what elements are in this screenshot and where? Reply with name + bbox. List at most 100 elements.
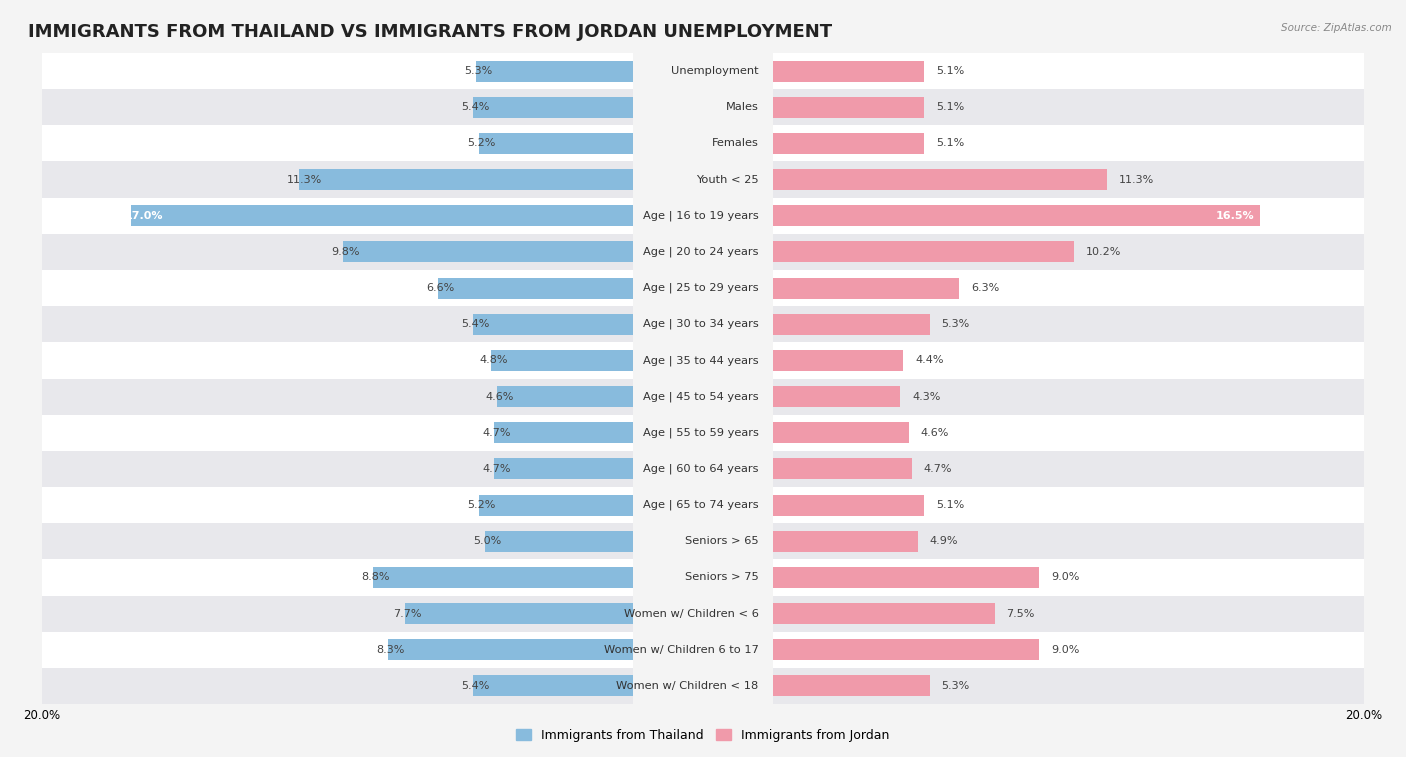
Bar: [773, 459, 912, 479]
Bar: [42, 161, 633, 198]
Bar: [773, 306, 1364, 342]
Bar: [773, 198, 1364, 234]
Bar: [479, 133, 633, 154]
Text: 5.3%: 5.3%: [942, 681, 970, 691]
Bar: [388, 639, 633, 660]
Text: Age | 60 to 64 years: Age | 60 to 64 years: [643, 464, 759, 474]
Bar: [773, 169, 1107, 190]
Bar: [42, 523, 633, 559]
Legend: Immigrants from Thailand, Immigrants from Jordan: Immigrants from Thailand, Immigrants fro…: [512, 724, 894, 747]
Text: 7.7%: 7.7%: [394, 609, 422, 618]
Text: 5.3%: 5.3%: [464, 66, 492, 76]
Text: 5.2%: 5.2%: [467, 139, 496, 148]
Text: 7.5%: 7.5%: [1007, 609, 1035, 618]
Bar: [773, 531, 918, 552]
Bar: [773, 631, 1364, 668]
Bar: [773, 675, 929, 696]
Text: Age | 16 to 19 years: Age | 16 to 19 years: [643, 210, 759, 221]
Bar: [494, 422, 633, 444]
Bar: [773, 596, 1364, 631]
Bar: [479, 494, 633, 516]
Bar: [496, 386, 633, 407]
Bar: [773, 415, 1364, 451]
Bar: [42, 378, 633, 415]
Text: Age | 20 to 24 years: Age | 20 to 24 years: [643, 247, 759, 257]
Bar: [773, 386, 900, 407]
Text: 4.7%: 4.7%: [482, 464, 510, 474]
Text: 5.1%: 5.1%: [936, 66, 965, 76]
Bar: [773, 487, 1364, 523]
Text: 6.3%: 6.3%: [972, 283, 1000, 293]
Text: 5.4%: 5.4%: [461, 681, 489, 691]
Bar: [42, 487, 633, 523]
Text: Age | 45 to 54 years: Age | 45 to 54 years: [643, 391, 759, 402]
Bar: [773, 451, 1364, 487]
Bar: [373, 567, 633, 588]
Text: 9.0%: 9.0%: [1050, 645, 1080, 655]
Text: 8.3%: 8.3%: [375, 645, 404, 655]
Bar: [42, 234, 633, 270]
Bar: [42, 198, 633, 234]
Text: Age | 30 to 34 years: Age | 30 to 34 years: [643, 319, 759, 329]
Text: IMMIGRANTS FROM THAILAND VS IMMIGRANTS FROM JORDAN UNEMPLOYMENT: IMMIGRANTS FROM THAILAND VS IMMIGRANTS F…: [28, 23, 832, 41]
Bar: [773, 639, 1039, 660]
Bar: [494, 459, 633, 479]
Text: 9.8%: 9.8%: [332, 247, 360, 257]
Bar: [773, 668, 1364, 704]
Bar: [773, 342, 1364, 378]
Bar: [437, 278, 633, 298]
Bar: [773, 241, 1074, 263]
Bar: [773, 161, 1364, 198]
Bar: [405, 603, 633, 624]
Text: Age | 65 to 74 years: Age | 65 to 74 years: [643, 500, 759, 510]
Text: 11.3%: 11.3%: [1119, 175, 1154, 185]
Text: 8.8%: 8.8%: [361, 572, 389, 582]
Bar: [491, 350, 633, 371]
Text: 4.3%: 4.3%: [912, 391, 941, 401]
Bar: [299, 169, 633, 190]
Bar: [474, 675, 633, 696]
Bar: [773, 559, 1364, 596]
Bar: [42, 342, 633, 378]
Text: 6.6%: 6.6%: [426, 283, 454, 293]
Text: Males: Males: [725, 102, 759, 112]
Text: Age | 55 to 59 years: Age | 55 to 59 years: [643, 428, 759, 438]
Text: 4.9%: 4.9%: [929, 536, 959, 547]
Bar: [474, 97, 633, 118]
Text: 4.6%: 4.6%: [485, 391, 513, 401]
Bar: [343, 241, 633, 263]
Bar: [42, 451, 633, 487]
Bar: [773, 494, 924, 516]
Text: 9.0%: 9.0%: [1050, 572, 1080, 582]
Bar: [773, 603, 995, 624]
Text: Seniors > 75: Seniors > 75: [685, 572, 759, 582]
Bar: [42, 53, 633, 89]
Text: 5.2%: 5.2%: [467, 500, 496, 510]
Text: 5.4%: 5.4%: [461, 319, 489, 329]
Bar: [42, 415, 633, 451]
Bar: [773, 523, 1364, 559]
Bar: [773, 133, 924, 154]
Bar: [773, 378, 1364, 415]
Text: 5.4%: 5.4%: [461, 102, 489, 112]
Bar: [773, 205, 1261, 226]
Text: Age | 25 to 29 years: Age | 25 to 29 years: [643, 283, 759, 293]
Bar: [773, 97, 924, 118]
Bar: [131, 205, 633, 226]
Bar: [773, 89, 1364, 126]
Bar: [773, 234, 1364, 270]
Text: 11.3%: 11.3%: [287, 175, 322, 185]
Text: 16.5%: 16.5%: [1216, 210, 1254, 221]
Text: 10.2%: 10.2%: [1087, 247, 1122, 257]
Bar: [42, 596, 633, 631]
Text: Females: Females: [711, 139, 759, 148]
Text: Women w/ Children < 18: Women w/ Children < 18: [616, 681, 759, 691]
Bar: [42, 126, 633, 161]
Bar: [773, 567, 1039, 588]
Text: Women w/ Children 6 to 17: Women w/ Children 6 to 17: [603, 645, 759, 655]
Bar: [42, 89, 633, 126]
Text: 4.4%: 4.4%: [915, 356, 943, 366]
Bar: [773, 270, 1364, 306]
Text: 5.1%: 5.1%: [936, 102, 965, 112]
Text: 4.6%: 4.6%: [921, 428, 949, 438]
